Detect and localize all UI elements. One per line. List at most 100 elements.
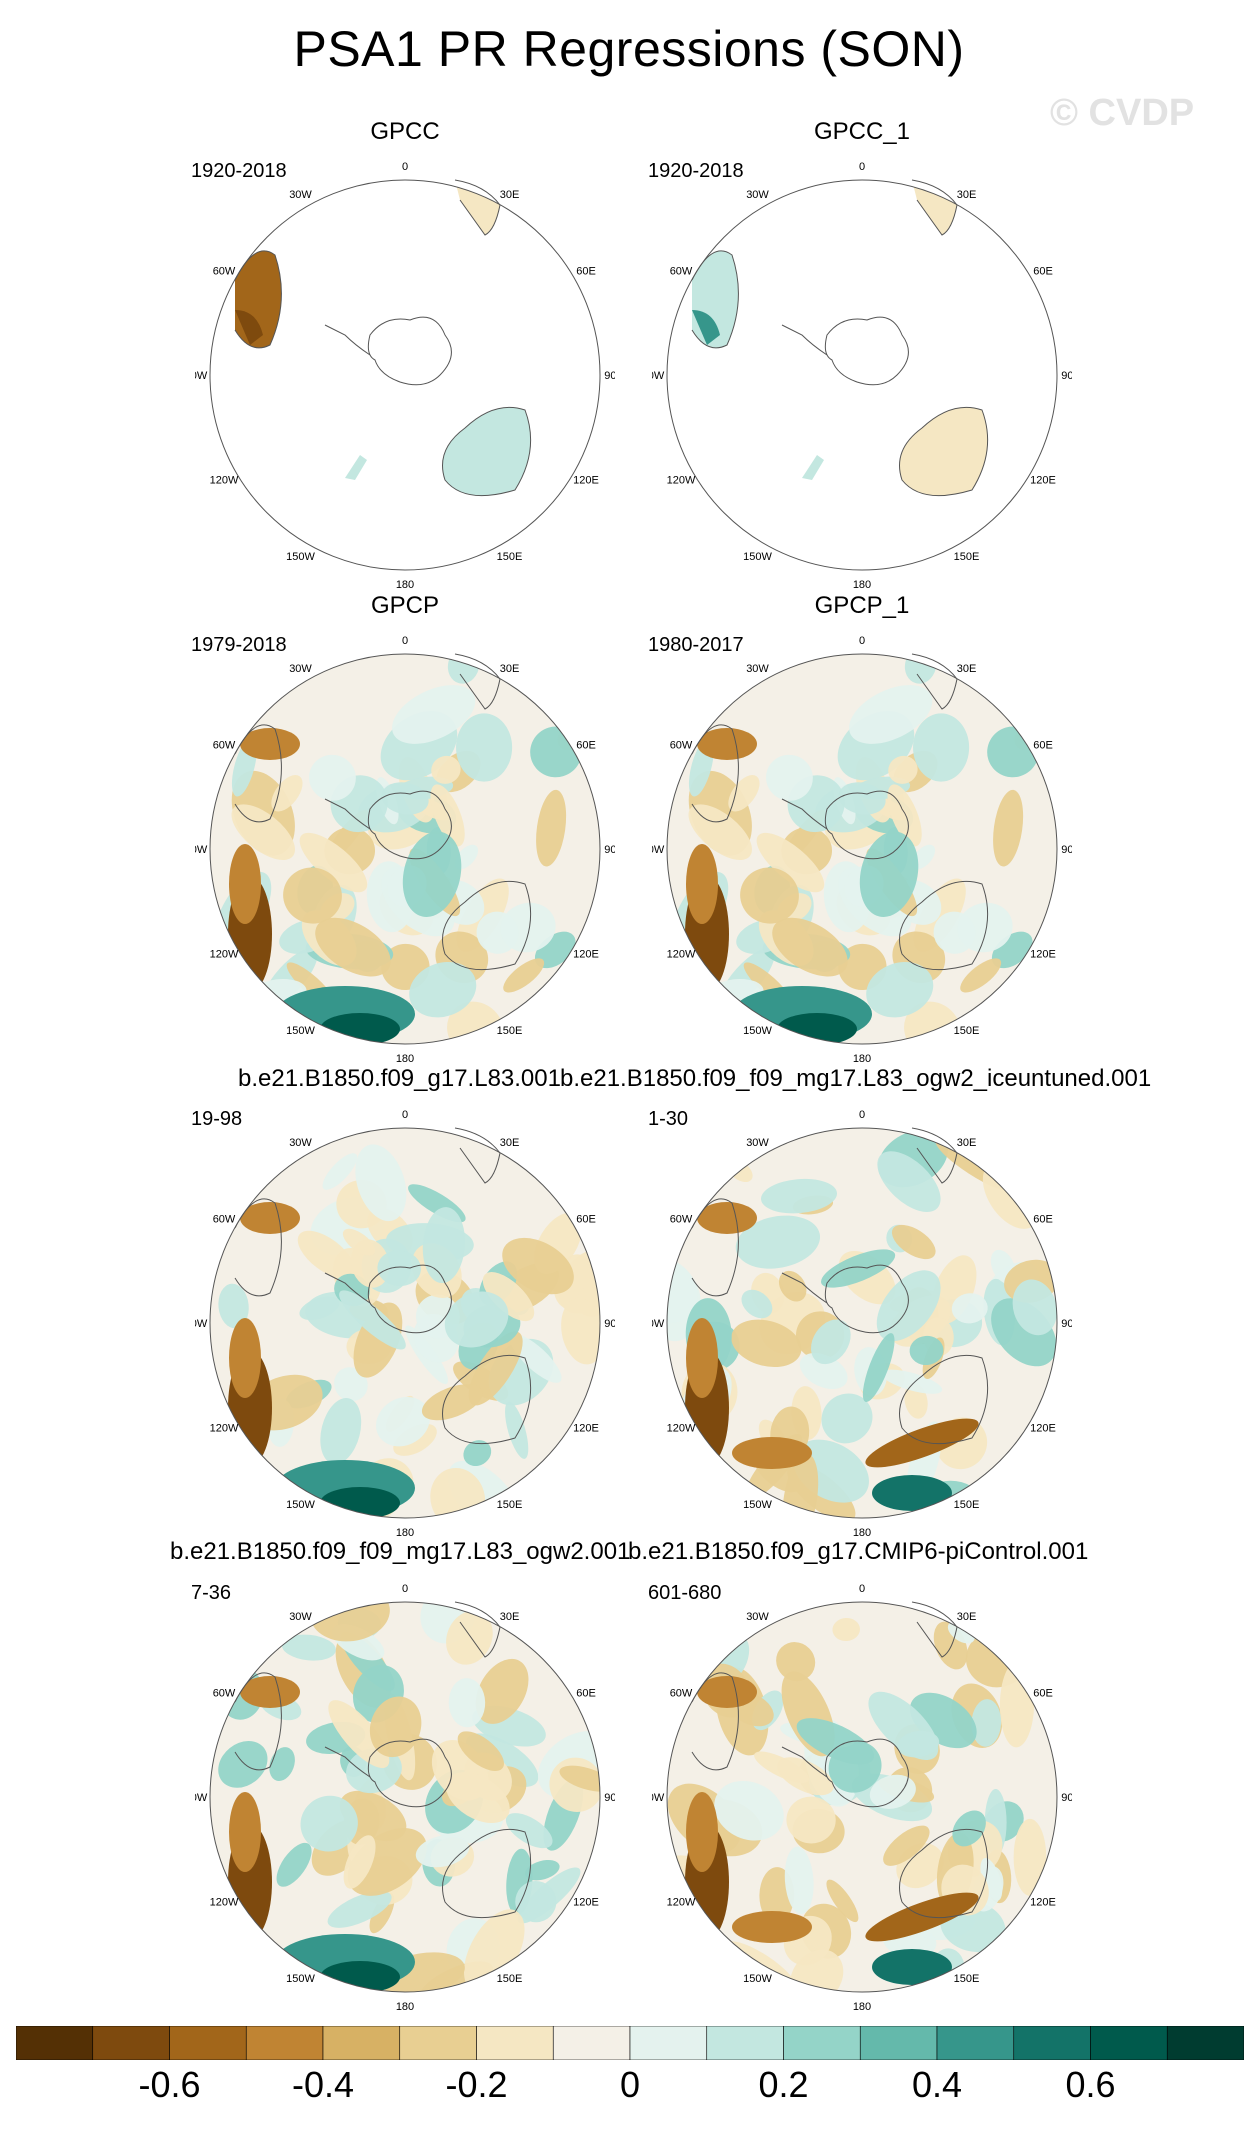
anomaly-contour xyxy=(229,844,261,924)
longitude-label: 30E xyxy=(500,1137,520,1149)
anomaly-contour xyxy=(456,713,513,782)
anomaly-contour xyxy=(686,1792,718,1872)
longitude-label: 90W xyxy=(195,844,208,856)
anomaly-contour xyxy=(1013,1818,1047,1896)
longitude-label: 120W xyxy=(210,475,239,487)
anomaly-contour xyxy=(447,1001,504,1044)
longitude-label: 90W xyxy=(195,1792,208,1804)
anomaly-contour xyxy=(235,310,263,345)
anomaly-contour xyxy=(686,844,718,924)
panel-title-left: b.e21.B1850.f09_g17.L83.001 xyxy=(238,1065,561,1092)
antarctica-coast xyxy=(824,1738,909,1808)
longitude-label: 150E xyxy=(954,1499,980,1511)
anomaly-contour xyxy=(888,755,918,784)
anomaly-contour xyxy=(714,1780,784,1841)
colorbar-tick-label: 0.2 xyxy=(758,2064,809,2105)
anomaly-contour xyxy=(784,1846,814,1915)
panel-title: GPCC xyxy=(370,118,440,145)
longitude-label: 150W xyxy=(743,1025,772,1037)
longitude-label: 150E xyxy=(954,551,980,563)
anomaly-contour xyxy=(872,1949,952,1985)
anomaly-contour xyxy=(322,1153,358,1190)
longitude-label: 150W xyxy=(743,1973,772,1985)
longitude-label: 60E xyxy=(1033,266,1053,278)
panel-title-left: b.e21.B1850.f09_f09_mg17.L83_ogw2.001 xyxy=(170,1538,631,1565)
longitude-label: 150W xyxy=(286,551,315,563)
longitude-label: 120W xyxy=(210,1897,239,1909)
anomaly-contour xyxy=(377,1250,422,1287)
anomaly-contour xyxy=(271,775,303,812)
colorbar-swatch xyxy=(1090,2026,1168,2060)
anomaly-contour xyxy=(777,1013,857,1044)
anomaly-contour xyxy=(229,1318,261,1398)
australia-coast xyxy=(442,406,532,497)
anomaly-contour xyxy=(811,1319,851,1365)
longitude-label: 60E xyxy=(1033,1688,1053,1700)
south-america-coast xyxy=(234,1672,282,1771)
anomaly-contour xyxy=(904,1001,961,1044)
longitude-label: 120E xyxy=(573,949,599,961)
anomaly-contour xyxy=(1012,1279,1057,1336)
anomaly-contour xyxy=(558,1248,600,1314)
longitude-label: 60E xyxy=(1033,1214,1053,1226)
longitude-label: 0 xyxy=(402,161,408,173)
longitude-label: 60W xyxy=(213,1214,236,1226)
australia-field xyxy=(442,407,531,496)
south-america-coast xyxy=(234,250,282,349)
anomaly-contour xyxy=(732,1911,812,1943)
anomaly-contour xyxy=(463,1440,492,1467)
longitude-label: 90E xyxy=(604,844,615,856)
anomaly-contour xyxy=(971,1699,1002,1747)
antarctic-peninsula xyxy=(781,324,828,356)
anomaly-contour xyxy=(741,1289,773,1319)
map-panel-gpcp-1: GPCP_1 1980-2017 0 30E 60E 90E 120E 150E 180 15… xyxy=(648,592,1072,1064)
anomaly-contour xyxy=(381,782,429,815)
anomaly-contour xyxy=(731,1319,802,1368)
anomaly-contour xyxy=(740,867,799,924)
antarctica-coast xyxy=(824,316,909,386)
map-rim xyxy=(209,1127,601,1519)
anomaly-contour xyxy=(229,1792,261,1872)
longitude-label: 120W xyxy=(667,1423,696,1435)
longitude-label: 150E xyxy=(497,1973,523,1985)
longitude-label: 30W xyxy=(746,663,769,675)
australia-coast xyxy=(899,1828,989,1919)
anomaly-contour xyxy=(502,1237,574,1295)
australia-coast xyxy=(442,880,532,971)
anomaly-contour xyxy=(421,1384,483,1421)
field-background xyxy=(667,180,1057,570)
anomaly-contour xyxy=(309,754,356,801)
anomaly-contour xyxy=(754,1751,810,1783)
anomaly-contour xyxy=(697,1202,757,1234)
longitude-label: 180 xyxy=(853,1527,871,1538)
anomaly-contour xyxy=(320,1397,362,1465)
antarctica-coast xyxy=(824,790,909,860)
anomaly-contour xyxy=(881,1369,943,1394)
south-america-coast xyxy=(691,1198,739,1297)
polar-map: 0 30E 60E 90E 120E 150E 180 150W 120W 90W 60W 30W xyxy=(195,635,615,1064)
south-america-coast xyxy=(234,1198,282,1297)
panel-title: GPCP_1 xyxy=(814,592,910,619)
anomaly-contour xyxy=(760,1178,838,1214)
longitude-label: 30W xyxy=(289,663,312,675)
colorbar-swatch xyxy=(552,2026,631,2060)
precip-field xyxy=(667,1602,1057,1992)
anomaly-contour xyxy=(869,1774,916,1809)
colorbar-swatch xyxy=(936,2026,1015,2060)
longitude-label: 120W xyxy=(667,949,696,961)
longitude-label: 30E xyxy=(500,1611,520,1623)
longitude-label: 120W xyxy=(667,475,696,487)
australia-coast xyxy=(899,406,989,497)
longitude-label: 90W xyxy=(195,1318,208,1330)
anomaly-contour xyxy=(276,1842,312,1887)
anomaly-contour xyxy=(561,1297,600,1365)
colorbar-swatch xyxy=(476,2026,554,2060)
longitude-label: 150W xyxy=(286,1499,315,1511)
antarctica-coast xyxy=(367,1264,452,1334)
anomaly-contour xyxy=(776,1642,816,1682)
longitude-label: 150W xyxy=(743,1499,772,1511)
panel-title: GPCC_1 xyxy=(813,118,911,145)
longitude-label: 120E xyxy=(1030,475,1056,487)
colorbar xyxy=(16,2026,1244,2060)
anomaly-contour xyxy=(315,917,391,977)
